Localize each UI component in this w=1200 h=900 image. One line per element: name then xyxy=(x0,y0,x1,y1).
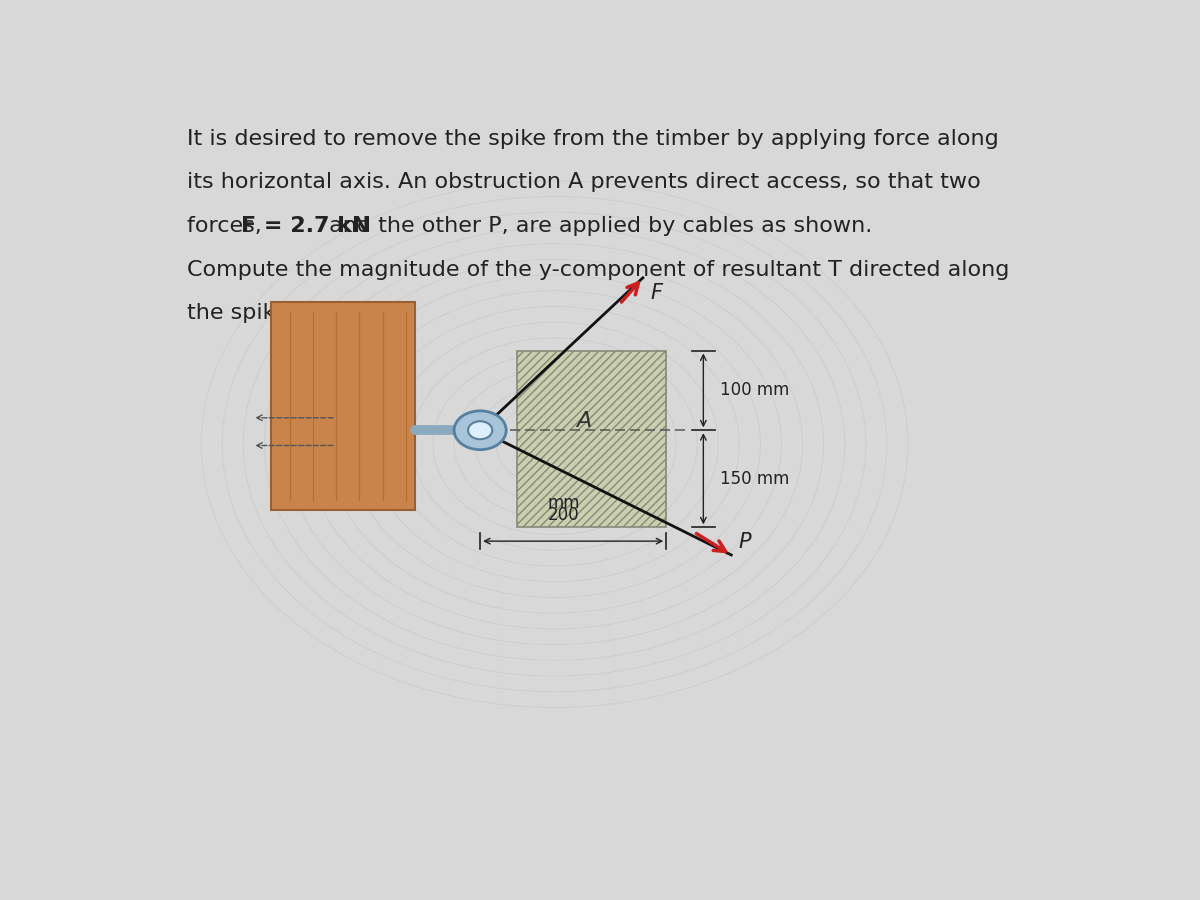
Circle shape xyxy=(468,421,492,439)
Text: F: F xyxy=(650,284,662,303)
Text: Compute the magnitude of the y-component of resultant T directed along: Compute the magnitude of the y-component… xyxy=(187,260,1009,280)
Text: its horizontal axis. An obstruction A prevents direct access, so that two: its horizontal axis. An obstruction A pr… xyxy=(187,173,980,193)
Text: P: P xyxy=(739,532,751,552)
Text: forces,: forces, xyxy=(187,216,269,236)
Text: A: A xyxy=(577,411,592,431)
Circle shape xyxy=(454,410,506,450)
Bar xyxy=(517,350,666,527)
Text: 200: 200 xyxy=(548,506,580,524)
Text: the spike.: the spike. xyxy=(187,303,295,323)
Text: 150 mm: 150 mm xyxy=(720,470,790,488)
Text: and the other P, are applied by cables as shown.: and the other P, are applied by cables a… xyxy=(322,216,872,236)
Bar xyxy=(271,302,415,510)
Text: 100 mm: 100 mm xyxy=(720,382,790,400)
Text: F = 2.7 kN: F = 2.7 kN xyxy=(241,216,371,236)
Text: mm: mm xyxy=(547,494,580,512)
Text: It is desired to remove the spike from the timber by applying force along: It is desired to remove the spike from t… xyxy=(187,129,998,148)
